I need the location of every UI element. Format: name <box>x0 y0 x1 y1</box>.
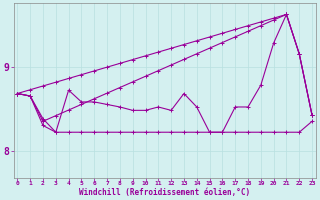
X-axis label: Windchill (Refroidissement éolien,°C): Windchill (Refroidissement éolien,°C) <box>79 188 250 197</box>
